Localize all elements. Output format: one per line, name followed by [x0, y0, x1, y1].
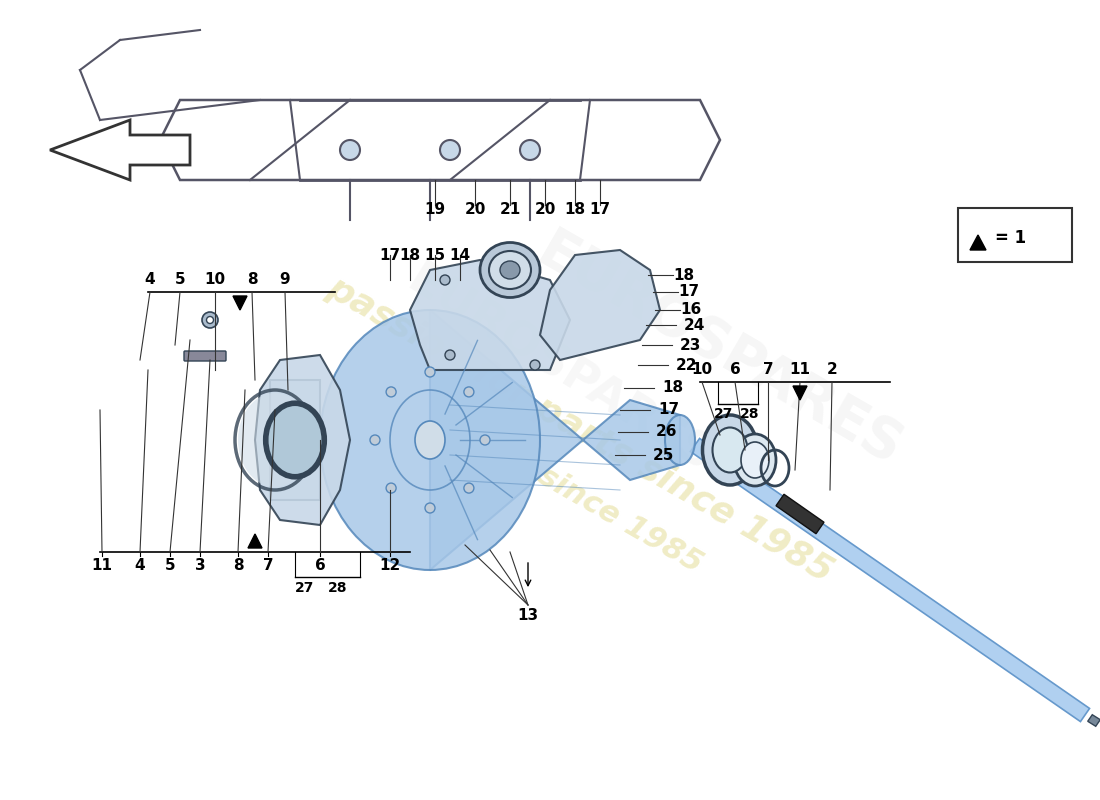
Circle shape	[425, 503, 435, 513]
Text: 23: 23	[680, 338, 702, 353]
Text: 27: 27	[714, 407, 734, 421]
Text: EUROSPARES: EUROSPARES	[399, 258, 720, 482]
Text: 24: 24	[684, 318, 705, 333]
Text: 20: 20	[535, 202, 556, 218]
Text: 28: 28	[740, 407, 760, 421]
Polygon shape	[430, 310, 680, 570]
FancyBboxPatch shape	[958, 208, 1072, 262]
Text: 18: 18	[673, 267, 694, 282]
Polygon shape	[691, 438, 1090, 722]
Text: 2: 2	[826, 362, 837, 377]
Text: 18: 18	[564, 202, 585, 218]
Ellipse shape	[490, 251, 531, 289]
Text: 14: 14	[450, 247, 471, 262]
Text: 12: 12	[379, 558, 400, 574]
Ellipse shape	[207, 317, 213, 323]
Polygon shape	[540, 250, 660, 360]
Polygon shape	[233, 296, 248, 310]
Ellipse shape	[320, 310, 540, 570]
Text: 5: 5	[175, 271, 185, 286]
Text: 22: 22	[676, 358, 697, 373]
Circle shape	[480, 435, 490, 445]
Text: 6: 6	[729, 362, 740, 377]
Text: 9: 9	[279, 271, 290, 286]
Text: 21: 21	[499, 202, 520, 218]
Circle shape	[340, 140, 360, 160]
Ellipse shape	[480, 242, 540, 298]
Polygon shape	[1088, 714, 1100, 726]
Circle shape	[386, 387, 396, 397]
Text: 10: 10	[205, 271, 225, 286]
Polygon shape	[970, 235, 986, 250]
Text: 13: 13	[517, 607, 539, 622]
Text: passion for parts since 1985: passion for parts since 1985	[321, 270, 839, 590]
Text: 17: 17	[678, 285, 700, 299]
Text: 5: 5	[165, 558, 175, 574]
Polygon shape	[776, 494, 824, 534]
Text: = 1: = 1	[996, 229, 1026, 247]
Ellipse shape	[741, 442, 769, 478]
Text: 17: 17	[379, 247, 400, 262]
Polygon shape	[50, 120, 190, 180]
Text: 25: 25	[653, 447, 674, 462]
Ellipse shape	[500, 261, 520, 279]
Polygon shape	[270, 380, 320, 500]
Text: 28: 28	[328, 581, 348, 595]
Text: 18: 18	[662, 381, 683, 395]
Ellipse shape	[202, 312, 218, 328]
Text: 8: 8	[246, 271, 257, 286]
Text: 18: 18	[399, 247, 420, 262]
Text: 19: 19	[425, 202, 446, 218]
Ellipse shape	[734, 434, 776, 486]
Circle shape	[386, 483, 396, 493]
Text: 8: 8	[233, 558, 243, 574]
Text: EUROSPARES: EUROSPARES	[528, 223, 912, 477]
Text: 10: 10	[692, 362, 713, 377]
Circle shape	[520, 140, 540, 160]
Text: 15: 15	[425, 247, 446, 262]
Ellipse shape	[713, 427, 748, 473]
FancyBboxPatch shape	[184, 351, 226, 361]
Text: 20: 20	[464, 202, 486, 218]
Circle shape	[440, 275, 450, 285]
Ellipse shape	[267, 405, 322, 475]
Text: since 1985: since 1985	[532, 462, 707, 578]
Text: 26: 26	[656, 425, 678, 439]
Text: 17: 17	[590, 202, 610, 218]
Text: 3: 3	[195, 558, 206, 574]
Ellipse shape	[703, 415, 758, 485]
Circle shape	[370, 435, 379, 445]
Text: 16: 16	[680, 302, 702, 318]
Polygon shape	[255, 355, 350, 525]
Circle shape	[440, 140, 460, 160]
Ellipse shape	[238, 393, 312, 487]
Circle shape	[425, 367, 435, 377]
Text: 6: 6	[315, 558, 326, 574]
Text: 4: 4	[134, 558, 145, 574]
Circle shape	[446, 350, 455, 360]
Text: 7: 7	[263, 558, 273, 574]
Polygon shape	[410, 260, 570, 370]
Circle shape	[464, 387, 474, 397]
Polygon shape	[248, 534, 262, 548]
Ellipse shape	[415, 421, 446, 459]
Text: 11: 11	[790, 362, 811, 377]
Text: 17: 17	[658, 402, 679, 418]
Text: 27: 27	[295, 581, 315, 595]
Text: 11: 11	[91, 558, 112, 574]
Circle shape	[530, 360, 540, 370]
Text: 7: 7	[762, 362, 773, 377]
Text: 4: 4	[145, 271, 155, 286]
Ellipse shape	[666, 415, 695, 465]
Polygon shape	[793, 386, 807, 400]
Circle shape	[464, 483, 474, 493]
